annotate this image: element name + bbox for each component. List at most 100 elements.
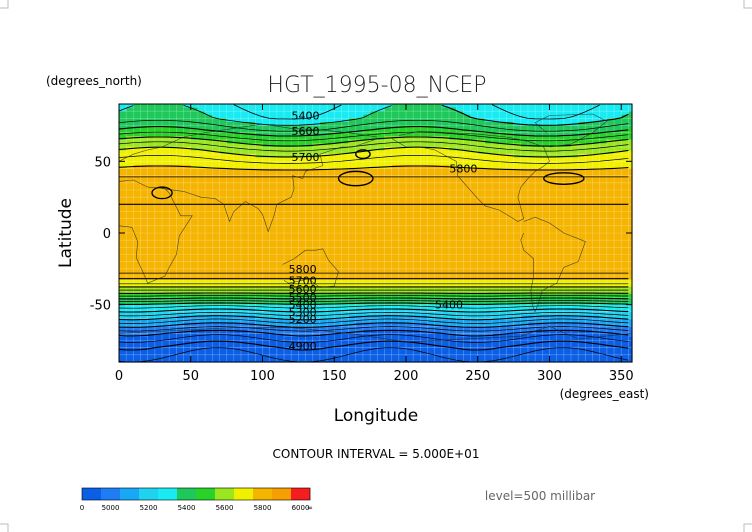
- field-cell: [255, 218, 264, 223]
- field-cell: [441, 204, 450, 209]
- field-cell: [126, 172, 134, 177]
- field-cell: [197, 236, 206, 241]
- field-cell: [240, 197, 249, 202]
- field-cell: [190, 204, 199, 209]
- field-cell: [463, 301, 472, 306]
- field-cell: [240, 157, 249, 162]
- field-cell: [434, 207, 443, 213]
- field-cell: [621, 276, 630, 281]
- field-cell: [585, 276, 594, 281]
- field-cell: [255, 279, 264, 284]
- field-cell: [162, 240, 170, 245]
- field-cell: [219, 254, 228, 259]
- field-cell: [535, 114, 543, 119]
- field-cell: [119, 240, 127, 245]
- field-cell: [183, 225, 192, 231]
- field-cell: [578, 272, 586, 277]
- field-cell: [398, 268, 407, 274]
- field-cell: [463, 193, 472, 198]
- field-cell: [463, 143, 472, 148]
- field-cell: [319, 229, 328, 234]
- field-cell: [542, 243, 551, 248]
- field-cell: [162, 258, 170, 263]
- field-cell: [614, 197, 622, 202]
- field-cell: [284, 344, 292, 349]
- field-cell: [319, 175, 328, 180]
- field-cell: [284, 143, 292, 148]
- field-cell: [140, 250, 149, 256]
- field-cell: [527, 336, 536, 342]
- field-cell: [370, 247, 378, 252]
- field-cell: [542, 236, 551, 241]
- field-cell: [183, 118, 192, 123]
- field-cell: [484, 172, 493, 177]
- field-cell: [599, 157, 608, 162]
- field-cell: [162, 351, 170, 356]
- field-cell: [434, 222, 443, 227]
- field-cell: [470, 186, 479, 191]
- field-cell: [463, 319, 472, 324]
- field-cell: [520, 139, 529, 145]
- field-cell: [162, 222, 170, 227]
- field-cell: [556, 283, 565, 288]
- field-cell: [169, 247, 177, 252]
- field-cell: [240, 182, 249, 188]
- field-cell: [434, 254, 443, 259]
- field-cell: [226, 143, 235, 148]
- field-cell: [405, 215, 414, 220]
- field-cell: [305, 336, 314, 342]
- field-cell: [621, 258, 630, 263]
- field-cell: [520, 136, 529, 141]
- field-cell: [456, 272, 464, 277]
- field-cell: [592, 129, 601, 134]
- field-cell: [169, 168, 177, 173]
- field-cell: [449, 258, 457, 263]
- field-cell: [284, 168, 292, 173]
- field-cell: [291, 258, 299, 263]
- field-cell: [341, 247, 350, 252]
- field-cell: [621, 154, 630, 159]
- field-cell: [269, 304, 278, 309]
- field-cell: [441, 315, 450, 320]
- field-cell: [291, 168, 299, 173]
- field-cell: [248, 290, 256, 295]
- field-cell: [484, 125, 493, 130]
- field-cell: [362, 136, 371, 141]
- field-cell: [334, 114, 343, 119]
- field-cell: [506, 147, 515, 152]
- field-cell: [205, 254, 213, 259]
- field-cell: [520, 229, 529, 234]
- field-cell: [484, 240, 493, 245]
- field-cell: [449, 161, 457, 166]
- field-cell: [176, 139, 185, 145]
- field-cell: [441, 243, 450, 248]
- field-cell: [298, 111, 307, 116]
- field-cell: [334, 311, 343, 317]
- field-cell: [341, 150, 350, 155]
- field-cell: [362, 329, 371, 334]
- field-cell: [441, 107, 450, 112]
- field-cell: [147, 150, 156, 155]
- field-cell: [348, 276, 357, 281]
- field-cell: [621, 118, 630, 123]
- field-cell: [262, 193, 271, 198]
- field-cell: [240, 347, 249, 352]
- field-cell: [628, 154, 633, 159]
- field-cell: [327, 315, 335, 320]
- field-cell: [348, 118, 357, 123]
- field-cell: [169, 111, 177, 116]
- field-cell: [291, 236, 299, 241]
- field-cell: [398, 150, 407, 155]
- field-cell: [571, 326, 579, 331]
- field-cell: [197, 272, 206, 277]
- field-cell: [176, 290, 185, 295]
- field-cell: [348, 175, 357, 180]
- field-cell: [276, 233, 285, 238]
- field-cell: [513, 161, 522, 166]
- field-cell: [470, 211, 479, 216]
- field-cell: [621, 279, 630, 284]
- field-cell: [319, 247, 328, 252]
- field-cell: [513, 172, 522, 177]
- field-cell: [384, 154, 393, 159]
- field-cell: [377, 283, 386, 288]
